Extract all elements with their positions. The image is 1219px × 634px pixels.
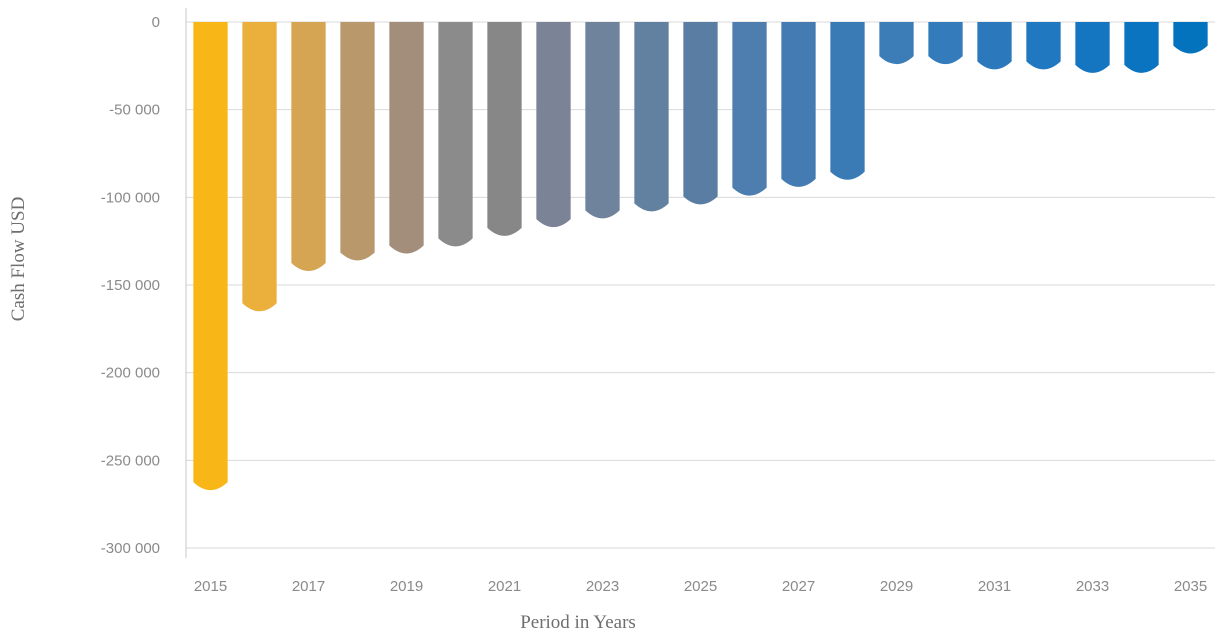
- x-tick-label: 2015: [194, 578, 227, 595]
- bar-2034: [1124, 22, 1159, 73]
- y-tick-label: -100 000: [101, 189, 160, 206]
- bar-2020: [438, 22, 473, 247]
- bar-2016: [242, 22, 277, 312]
- x-tick-label: 2023: [586, 578, 619, 595]
- x-axis-title: Period in Years: [520, 612, 636, 633]
- x-tick-labels: 2015 2017 2019 2021 2023 2025 2027 2029 2031 2033…: [194, 578, 1207, 595]
- y-tick-label: 0: [152, 14, 160, 31]
- x-tick-label: 2017: [292, 578, 325, 595]
- x-tick-label: 2027: [782, 578, 815, 595]
- x-tick-label: 2035: [1174, 578, 1207, 595]
- x-tick-label: 2019: [390, 578, 423, 595]
- bar-2026: [732, 22, 767, 196]
- bar-2018: [340, 22, 375, 261]
- bar-2032: [1026, 22, 1061, 70]
- bar-2017: [291, 22, 326, 271]
- x-tick-label: 2031: [978, 578, 1011, 595]
- y-tick-label: -200 000: [101, 365, 160, 382]
- x-tick-label: 2029: [880, 578, 913, 595]
- bar-2024: [634, 22, 669, 212]
- bar-2021: [487, 22, 522, 236]
- bar-2028: [830, 22, 865, 180]
- bar-2030: [928, 22, 963, 65]
- bar-2015: [193, 22, 228, 491]
- bar-2033: [1075, 22, 1110, 73]
- bar-2027: [781, 22, 816, 187]
- bar-2031: [977, 22, 1012, 70]
- y-axis-title: Cash Flow USD: [8, 197, 29, 322]
- bars: [193, 22, 1208, 491]
- y-tick-label: -250 000: [101, 452, 160, 469]
- x-tick-label: 2025: [684, 578, 717, 595]
- bar-2023: [585, 22, 620, 219]
- y-tick-label: -300 000: [101, 540, 160, 557]
- bar-2029: [879, 22, 914, 65]
- x-tick-label: 2021: [488, 578, 521, 595]
- bar-2025: [683, 22, 718, 205]
- x-tick-label: 2033: [1076, 578, 1109, 595]
- bar-2035: [1173, 22, 1208, 54]
- y-tick-label: -150 000: [101, 277, 160, 294]
- y-tick-label: -50 000: [109, 102, 160, 119]
- y-tick-labels: 0 -50 000 -100 000 -150 000 -200 000 -250 000…: [101, 14, 160, 557]
- bar-2019: [389, 22, 424, 254]
- bar-2022: [536, 22, 571, 228]
